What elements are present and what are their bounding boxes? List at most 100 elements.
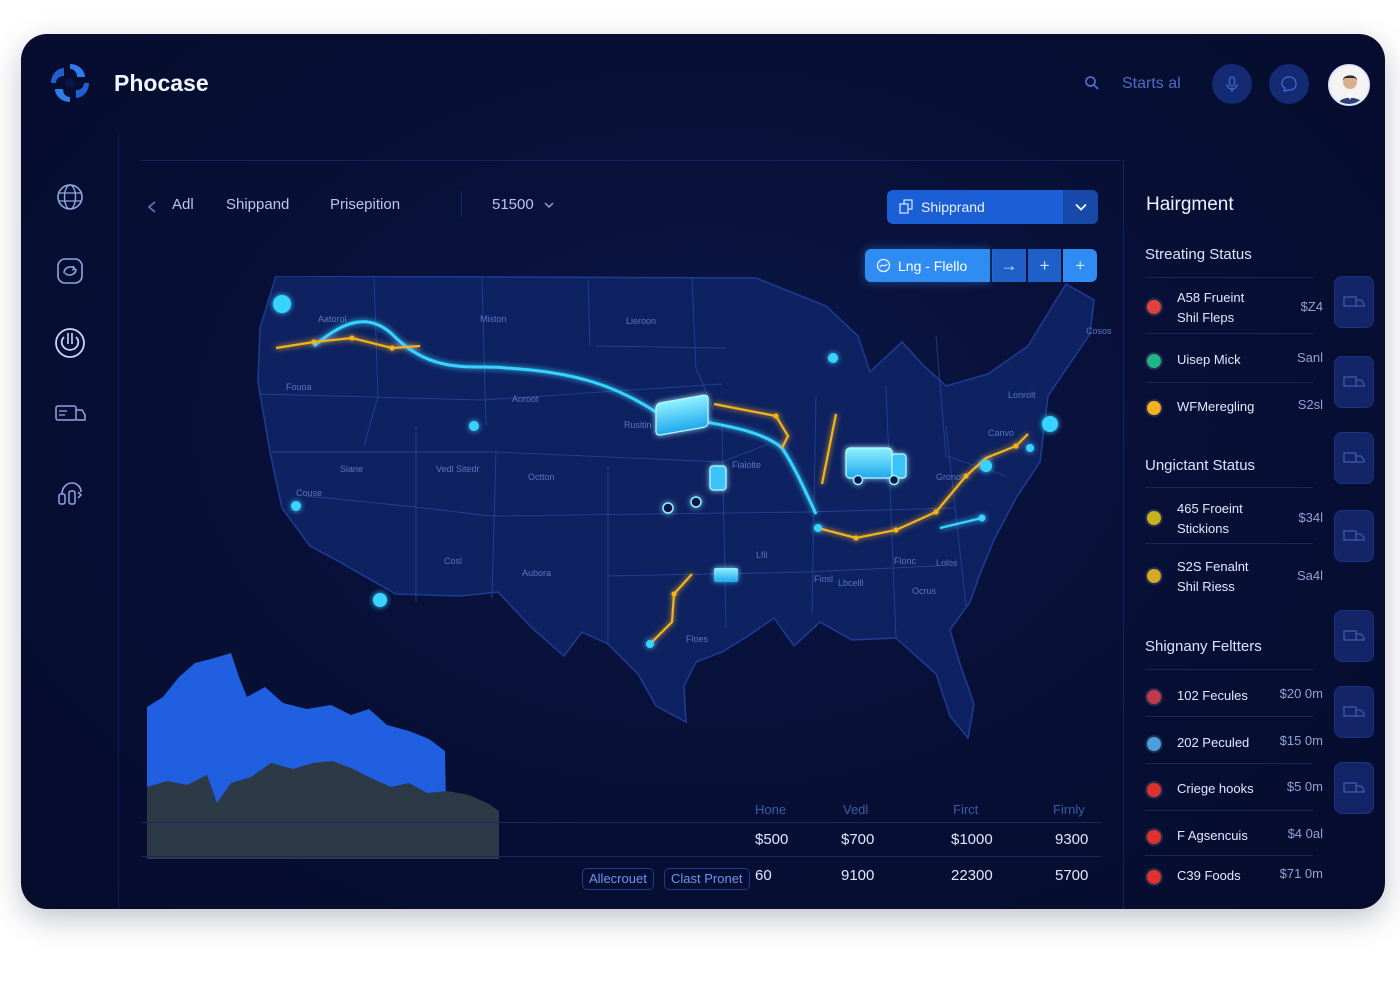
list-item[interactable]: Criege hooks $5 0m bbox=[1145, 779, 1323, 815]
state-labels: Aatorol Miston Lieroon Fouoa Aoroot Rusl… bbox=[286, 314, 1112, 644]
filter-prescription[interactable]: Prisepition bbox=[330, 196, 401, 213]
chevron-down-icon bbox=[544, 202, 554, 209]
filter-shipment[interactable]: Shippand bbox=[226, 196, 290, 213]
list-item-value: S2sl bbox=[1297, 397, 1323, 412]
sidebar-item-support[interactable] bbox=[53, 477, 87, 511]
route-yellow-vertical bbox=[820, 413, 838, 485]
list-item-value: $71 0m bbox=[1279, 866, 1323, 881]
us-map[interactable]: Aatorol Miston Lieroon Fouoa Aoroot Rusl… bbox=[246, 276, 1126, 756]
map-label: Miston bbox=[480, 314, 507, 324]
route-yellow-midwest bbox=[713, 402, 790, 449]
list-item[interactable]: S2S Fenalnt Shil Riess Sa4l bbox=[1145, 557, 1323, 594]
shipment-thumbnail[interactable] bbox=[1334, 276, 1374, 328]
list-item[interactable]: Uisep Mick Sanl bbox=[1145, 350, 1323, 386]
list-item[interactable]: F Agsencuis $4 0al bbox=[1145, 826, 1323, 862]
filter-amount-dropdown[interactable]: 51500 bbox=[492, 196, 554, 213]
truck-icon bbox=[1343, 630, 1365, 641]
panel-divider bbox=[1145, 810, 1313, 811]
route-next-button[interactable]: → bbox=[992, 249, 1026, 282]
truck-marker-west[interactable] bbox=[655, 394, 727, 514]
microphone-button[interactable] bbox=[1212, 64, 1252, 104]
list-item[interactable]: C39 Foods $71 0m bbox=[1145, 866, 1323, 902]
status-dot bbox=[1147, 783, 1161, 797]
shipment-thumbnail[interactable] bbox=[1334, 762, 1374, 814]
status-dot bbox=[1147, 354, 1161, 368]
map-routes bbox=[273, 295, 1058, 648]
city-glows bbox=[273, 295, 1058, 648]
map-label: Lonrolt bbox=[1008, 390, 1036, 400]
sidebar-item-refresh[interactable] bbox=[53, 254, 87, 288]
search-input[interactable]: Starts al bbox=[1122, 75, 1181, 92]
filter-all[interactable]: Adl bbox=[172, 196, 194, 213]
map-label: Flonc bbox=[894, 556, 917, 566]
route-filter-label: Lng - Flello bbox=[898, 257, 968, 274]
chevron-left-icon[interactable] bbox=[147, 201, 157, 213]
shipment-select-label: Shipprand bbox=[921, 199, 985, 215]
list-item-value: $Z4 bbox=[1300, 299, 1323, 314]
app-title: Phocase bbox=[114, 70, 209, 96]
stats-divider bbox=[141, 856, 1101, 857]
route-filter-button[interactable]: Lng - Flello bbox=[865, 249, 991, 282]
panel-divider bbox=[1145, 855, 1313, 856]
shipment-select[interactable]: Shipprand bbox=[887, 190, 1098, 224]
truck-icon bbox=[1343, 530, 1365, 541]
truck-icon bbox=[1343, 782, 1365, 793]
stats-divider bbox=[141, 822, 1101, 823]
sidebar-item-globe[interactable] bbox=[53, 180, 87, 214]
map-label: Cosl bbox=[444, 556, 462, 566]
list-item-value: $34l bbox=[1298, 510, 1323, 525]
shipment-thumbnail[interactable] bbox=[1334, 610, 1374, 662]
map-label: Aubora bbox=[522, 568, 551, 578]
tag-chip[interactable]: Allecrouet bbox=[582, 868, 654, 890]
package-icon bbox=[899, 199, 913, 214]
chat-icon bbox=[1281, 76, 1297, 92]
status-dot bbox=[1147, 511, 1161, 525]
route-yellow-south bbox=[649, 573, 693, 645]
panel-divider bbox=[1145, 669, 1313, 670]
status-dot bbox=[1147, 870, 1161, 884]
list-item[interactable]: 202 Peculed $15 0m bbox=[1145, 733, 1323, 769]
shipment-thumbnail[interactable] bbox=[1334, 686, 1374, 738]
area-series-gray bbox=[147, 761, 499, 859]
filter-divider bbox=[461, 191, 462, 217]
route-add-stop-button[interactable]: + bbox=[1063, 249, 1098, 282]
microphone-icon bbox=[1226, 76, 1238, 92]
list-item-name: Criege hooks bbox=[1177, 781, 1254, 796]
top-bar: Phocase Starts al bbox=[21, 34, 1385, 134]
chat-button[interactable] bbox=[1269, 64, 1309, 104]
stats-header: Firnly bbox=[1053, 802, 1085, 817]
app-window: Phocase Starts al bbox=[21, 34, 1385, 909]
list-item[interactable]: A58 Frueint Shil Fleps $Z4 bbox=[1145, 288, 1323, 325]
list-item-sub: Stickions bbox=[1177, 521, 1230, 536]
stats-header: Hone bbox=[755, 802, 787, 817]
truck-marker-south[interactable] bbox=[714, 568, 738, 582]
list-item-name: S2S Fenalnt bbox=[1177, 559, 1249, 574]
user-avatar[interactable] bbox=[1328, 64, 1370, 106]
route-icon bbox=[876, 258, 891, 273]
status-dot bbox=[1147, 401, 1161, 415]
shipment-thumbnail[interactable] bbox=[1334, 432, 1374, 484]
map-label: Canvo bbox=[988, 428, 1014, 438]
search-icon[interactable] bbox=[1084, 75, 1100, 91]
panel-divider bbox=[1145, 543, 1313, 544]
sidebar-item-truck[interactable] bbox=[53, 397, 87, 431]
shipment-thumbnail[interactable] bbox=[1334, 356, 1374, 408]
stats-header: Vedl bbox=[843, 802, 869, 817]
list-item-name: Uisep Mick bbox=[1177, 352, 1241, 367]
list-item[interactable]: 102 Fecules $20 0m bbox=[1145, 686, 1323, 722]
power-icon bbox=[55, 328, 85, 358]
truck-icon bbox=[1343, 296, 1365, 307]
list-item[interactable]: WFMeregling S2sl bbox=[1145, 397, 1323, 433]
shipment-select-caret[interactable] bbox=[1063, 190, 1098, 224]
stats-cell: 22300 bbox=[951, 867, 993, 884]
shipment-thumbnail[interactable] bbox=[1334, 510, 1374, 562]
list-item-value: $4 0al bbox=[1287, 826, 1323, 841]
list-item-value: Sa4l bbox=[1296, 568, 1323, 583]
panel-divider bbox=[1145, 382, 1313, 383]
map-landmass bbox=[257, 276, 1095, 740]
list-item[interactable]: 465 Froeint Stickions $34l bbox=[1145, 499, 1323, 536]
tag-chip[interactable]: Clast Pronet bbox=[664, 868, 750, 890]
route-add-button[interactable]: + bbox=[1027, 249, 1062, 282]
sidebar-item-power[interactable] bbox=[53, 326, 87, 360]
truck-marker-east[interactable] bbox=[845, 447, 907, 486]
